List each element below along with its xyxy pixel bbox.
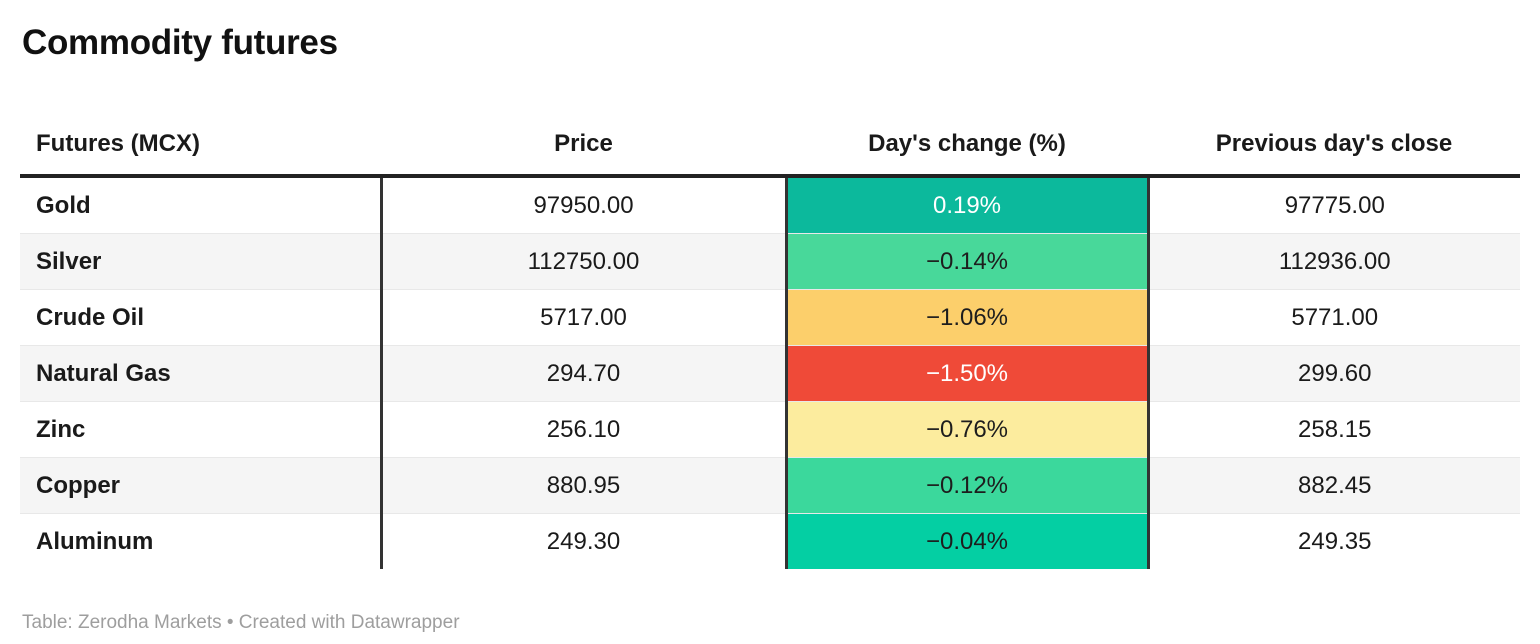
commodity-name-cell: Copper	[20, 457, 383, 514]
price-cell: 294.70	[381, 345, 786, 402]
prev-close-cell: 299.60	[1148, 345, 1520, 402]
table-row: Aluminum 249.30 −0.04% 249.35	[20, 513, 1520, 569]
column-header-change: Day's change (%)	[786, 112, 1148, 178]
column-header-prev-close: Previous day's close	[1148, 112, 1520, 178]
commodity-futures-table: Futures (MCX) Price Day's change (%) Pre…	[20, 112, 1520, 569]
price-cell: 112750.00	[381, 233, 786, 290]
commodity-name-cell: Zinc	[20, 401, 383, 458]
change-cell: −0.76%	[784, 401, 1150, 458]
table-row: Copper 880.95 −0.12% 882.45	[20, 457, 1520, 514]
commodity-name-cell: Crude Oil	[20, 289, 383, 346]
change-cell: −1.50%	[784, 345, 1150, 402]
change-cell: −0.04%	[784, 513, 1150, 569]
commodity-name-cell: Silver	[20, 233, 383, 290]
table-row: Gold 97950.00 0.19% 97775.00	[20, 176, 1520, 234]
prev-close-cell: 258.15	[1148, 401, 1520, 458]
change-cell: 0.19%	[784, 176, 1150, 234]
table-body: Gold 97950.00 0.19% 97775.00 Silver 1127…	[20, 176, 1520, 569]
prev-close-cell: 112936.00	[1148, 233, 1520, 290]
change-cell: −0.14%	[784, 233, 1150, 290]
page-title: Commodity futures	[22, 23, 338, 62]
change-cell: −1.06%	[784, 289, 1150, 346]
column-header-price: Price	[381, 112, 786, 178]
commodity-name-cell: Natural Gas	[20, 345, 383, 402]
prev-close-cell: 882.45	[1148, 457, 1520, 514]
commodity-name-cell: Gold	[20, 176, 383, 234]
prev-close-cell: 97775.00	[1148, 176, 1520, 234]
prev-close-cell: 249.35	[1148, 513, 1520, 569]
attribution-text: Table: Zerodha Markets • Created with Da…	[22, 612, 460, 633]
table-row: Crude Oil 5717.00 −1.06% 5771.00	[20, 289, 1520, 346]
price-cell: 97950.00	[381, 176, 786, 234]
price-cell: 880.95	[381, 457, 786, 514]
table-row: Natural Gas 294.70 −1.50% 299.60	[20, 345, 1520, 402]
column-header-futures: Futures (MCX)	[20, 112, 381, 178]
table-row: Silver 112750.00 −0.14% 112936.00	[20, 233, 1520, 290]
prev-close-cell: 5771.00	[1148, 289, 1520, 346]
table-header-row: Futures (MCX) Price Day's change (%) Pre…	[20, 112, 1520, 178]
price-cell: 249.30	[381, 513, 786, 569]
price-cell: 256.10	[381, 401, 786, 458]
commodity-name-cell: Aluminum	[20, 513, 383, 569]
change-cell: −0.12%	[784, 457, 1150, 514]
table-row: Zinc 256.10 −0.76% 258.15	[20, 401, 1520, 458]
price-cell: 5717.00	[381, 289, 786, 346]
